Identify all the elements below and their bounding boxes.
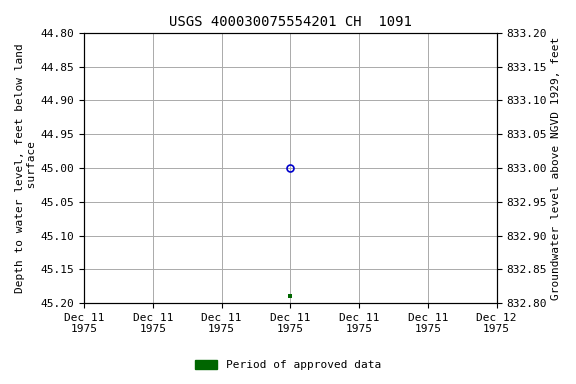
Legend: Period of approved data: Period of approved data (191, 356, 385, 375)
Y-axis label: Groundwater level above NGVD 1929, feet: Groundwater level above NGVD 1929, feet (551, 36, 561, 300)
Title: USGS 400030075554201 CH  1091: USGS 400030075554201 CH 1091 (169, 15, 412, 29)
Y-axis label: Depth to water level, feet below land
 surface: Depth to water level, feet below land su… (15, 43, 37, 293)
